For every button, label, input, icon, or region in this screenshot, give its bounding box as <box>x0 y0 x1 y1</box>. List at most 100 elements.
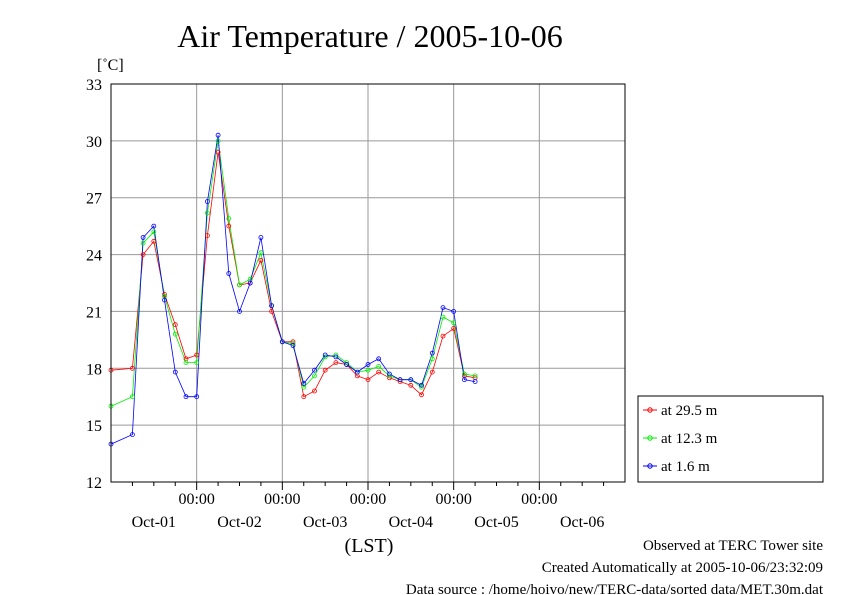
data-point <box>140 240 146 246</box>
data-point <box>129 394 135 400</box>
data-point <box>344 362 350 367</box>
data-point <box>194 352 200 358</box>
data-point <box>440 314 446 320</box>
data-point <box>419 392 424 398</box>
x-axis-label: (LST) <box>345 535 394 557</box>
data-point <box>172 322 178 328</box>
data-point <box>322 354 328 360</box>
plot-frame <box>110 83 626 483</box>
series-points <box>108 132 478 447</box>
x-time-tick-label: 00:00 <box>264 491 300 508</box>
data-point <box>204 233 210 239</box>
data-point <box>322 367 328 373</box>
data-point <box>301 380 307 386</box>
data-point <box>269 303 275 309</box>
data-point <box>312 367 317 373</box>
data-point <box>440 305 446 311</box>
data-point <box>461 377 467 383</box>
data-point <box>226 216 232 222</box>
data-point <box>129 432 135 438</box>
data-point <box>333 352 339 358</box>
data-point <box>333 354 339 360</box>
data-point <box>204 210 210 216</box>
legend: at 29.5 m at 12.3 m at 1.6 m <box>637 395 824 483</box>
data-point <box>429 356 435 362</box>
data-point <box>408 377 414 383</box>
x-date-label: Oct-03 <box>303 514 347 531</box>
y-tick-label: 21 <box>86 304 102 321</box>
legend-box <box>637 395 824 483</box>
data-point <box>344 360 350 366</box>
data-point <box>194 360 200 366</box>
legend-marker <box>647 435 653 441</box>
legend-marker <box>647 463 653 469</box>
data-point <box>237 282 242 288</box>
legend-label: at 12.3 m <box>661 431 718 447</box>
data-point <box>237 308 242 314</box>
data-point <box>429 369 435 375</box>
data-point <box>312 373 317 379</box>
data-point <box>269 308 275 314</box>
data-point <box>386 371 392 377</box>
data-point <box>279 339 285 345</box>
data-point <box>386 373 392 379</box>
x-date-label: Oct-01 <box>132 514 176 531</box>
data-point <box>429 350 435 356</box>
data-point <box>365 377 371 383</box>
y-tick-label: 33 <box>86 77 102 94</box>
data-point <box>376 363 382 369</box>
data-point <box>354 369 360 375</box>
chart-title: Air Temperature / 2005-10-06 <box>177 18 563 54</box>
data-point <box>140 252 146 258</box>
data-point <box>290 341 296 347</box>
series-lines <box>110 135 476 445</box>
data-point <box>183 394 189 400</box>
series-line <box>110 152 476 398</box>
data-point <box>472 379 478 385</box>
data-point <box>258 235 264 240</box>
data-point <box>172 369 178 375</box>
data-source-note: Data source : /home/hoivo/new/TERC-data/… <box>406 582 824 595</box>
y-axis-ticks: 12 15 18 21 24 27 30 33 <box>86 77 102 492</box>
x-date-label: Oct-06 <box>560 514 604 531</box>
series-line <box>110 140 476 407</box>
data-point <box>312 388 317 394</box>
data-point <box>376 356 382 362</box>
x-time-tick-label: 00:00 <box>350 491 386 508</box>
data-point <box>290 343 296 348</box>
data-point <box>151 223 157 229</box>
data-point <box>215 149 221 155</box>
data-point <box>472 373 478 379</box>
grid-lines <box>111 83 625 483</box>
y-tick-label: 24 <box>86 248 102 265</box>
legend-marker <box>647 407 653 413</box>
data-point <box>162 297 167 303</box>
y-tick-label: 27 <box>86 191 102 208</box>
x-date-label: Oct-02 <box>217 514 261 531</box>
data-point <box>258 257 264 263</box>
y-tick-label: 12 <box>86 475 102 492</box>
y-tick-label: 15 <box>86 418 102 435</box>
data-point <box>376 369 382 375</box>
data-point <box>365 362 371 367</box>
data-point <box>301 394 307 400</box>
data-point <box>194 394 200 400</box>
data-point <box>151 238 157 244</box>
data-point <box>440 333 446 339</box>
data-point <box>419 382 424 388</box>
created-at-note: Created Automatically at 2005-10-06/23:3… <box>542 560 823 576</box>
data-point <box>226 223 232 229</box>
series-line <box>110 135 476 445</box>
x-date-label: Oct-04 <box>389 514 433 531</box>
observed-at-note: Observed at TERC Tower site <box>643 538 823 554</box>
data-point <box>215 138 221 144</box>
data-point <box>461 371 467 377</box>
data-point <box>451 308 457 314</box>
x-time-tick-label: 00:00 <box>435 491 471 508</box>
x-date-label: Oct-05 <box>474 514 518 531</box>
data-point <box>140 235 146 240</box>
data-point <box>365 367 371 373</box>
data-point <box>397 379 403 385</box>
